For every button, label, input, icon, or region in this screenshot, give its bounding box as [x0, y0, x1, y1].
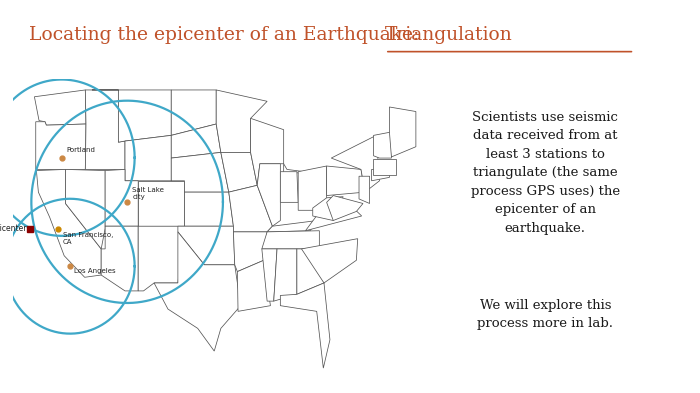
Polygon shape — [172, 124, 220, 158]
Polygon shape — [327, 166, 365, 196]
Polygon shape — [389, 107, 416, 157]
Polygon shape — [237, 260, 270, 311]
Polygon shape — [280, 172, 298, 202]
Polygon shape — [262, 231, 319, 249]
Text: Scientists use seismic
data received from at
least 3 stations to
triangulate (th: Scientists use seismic data received fro… — [470, 111, 620, 235]
Polygon shape — [102, 226, 138, 291]
Polygon shape — [331, 135, 379, 192]
Polygon shape — [85, 90, 125, 169]
Polygon shape — [36, 122, 86, 169]
Polygon shape — [66, 169, 105, 249]
Text: Epicenter: Epicenter — [0, 224, 27, 233]
Polygon shape — [92, 90, 172, 142]
Polygon shape — [305, 202, 362, 231]
Polygon shape — [313, 196, 343, 220]
Polygon shape — [251, 118, 284, 185]
Polygon shape — [125, 135, 172, 181]
Text: Triangulation: Triangulation — [385, 26, 512, 44]
Polygon shape — [154, 232, 241, 351]
Text: We will explore this
process more in lab.: We will explore this process more in lab… — [477, 299, 613, 330]
Polygon shape — [34, 90, 86, 125]
Text: Salt Lake
city: Salt Lake city — [132, 187, 164, 200]
Polygon shape — [257, 164, 280, 226]
Polygon shape — [359, 176, 370, 204]
Text: Portland: Portland — [66, 147, 96, 153]
Polygon shape — [178, 226, 235, 265]
Polygon shape — [298, 166, 327, 210]
Polygon shape — [229, 185, 272, 232]
Text: Los Angeles: Los Angeles — [74, 268, 116, 274]
Polygon shape — [280, 283, 330, 368]
Polygon shape — [220, 152, 257, 192]
Polygon shape — [105, 169, 138, 226]
Polygon shape — [172, 90, 216, 135]
Polygon shape — [327, 196, 363, 220]
Polygon shape — [284, 164, 314, 181]
Polygon shape — [374, 132, 391, 158]
Polygon shape — [138, 226, 185, 291]
Text: San Francisco,
CA: San Francisco, CA — [62, 232, 113, 245]
Polygon shape — [372, 169, 389, 181]
Polygon shape — [297, 249, 324, 294]
Polygon shape — [302, 239, 358, 283]
Text: Locating the epicenter of an Earthquake:: Locating the epicenter of an Earthquake: — [29, 26, 425, 44]
Polygon shape — [267, 220, 317, 232]
Polygon shape — [36, 169, 102, 277]
Polygon shape — [309, 249, 339, 283]
Polygon shape — [185, 192, 233, 226]
Polygon shape — [138, 181, 185, 226]
Polygon shape — [373, 159, 396, 175]
Polygon shape — [172, 152, 229, 192]
Polygon shape — [216, 90, 267, 152]
Polygon shape — [274, 249, 297, 301]
Polygon shape — [233, 232, 267, 272]
Polygon shape — [262, 249, 277, 301]
